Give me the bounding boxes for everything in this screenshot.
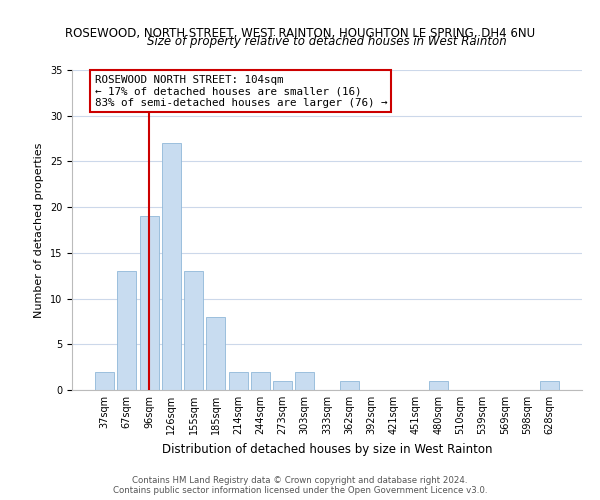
Text: ROSEWOOD NORTH STREET: 104sqm
← 17% of detached houses are smaller (16)
83% of s: ROSEWOOD NORTH STREET: 104sqm ← 17% of d… <box>95 74 387 108</box>
Bar <box>540 381 559 390</box>
Bar <box>429 381 448 390</box>
Bar <box>340 381 359 390</box>
X-axis label: Distribution of detached houses by size in West Rainton: Distribution of detached houses by size … <box>162 442 492 456</box>
Bar <box>162 143 181 390</box>
Bar <box>206 317 225 390</box>
Y-axis label: Number of detached properties: Number of detached properties <box>34 142 44 318</box>
Text: ROSEWOOD, NORTH STREET, WEST RAINTON, HOUGHTON LE SPRING, DH4 6NU: ROSEWOOD, NORTH STREET, WEST RAINTON, HO… <box>65 28 535 40</box>
Bar <box>184 271 203 390</box>
Bar <box>295 372 314 390</box>
Title: Size of property relative to detached houses in West Rainton: Size of property relative to detached ho… <box>147 35 507 48</box>
Bar <box>251 372 270 390</box>
Text: Contains HM Land Registry data © Crown copyright and database right 2024.: Contains HM Land Registry data © Crown c… <box>132 476 468 485</box>
Bar <box>118 271 136 390</box>
Bar <box>273 381 292 390</box>
Bar <box>95 372 114 390</box>
Text: Contains public sector information licensed under the Open Government Licence v3: Contains public sector information licen… <box>113 486 487 495</box>
Bar <box>229 372 248 390</box>
Bar <box>140 216 158 390</box>
